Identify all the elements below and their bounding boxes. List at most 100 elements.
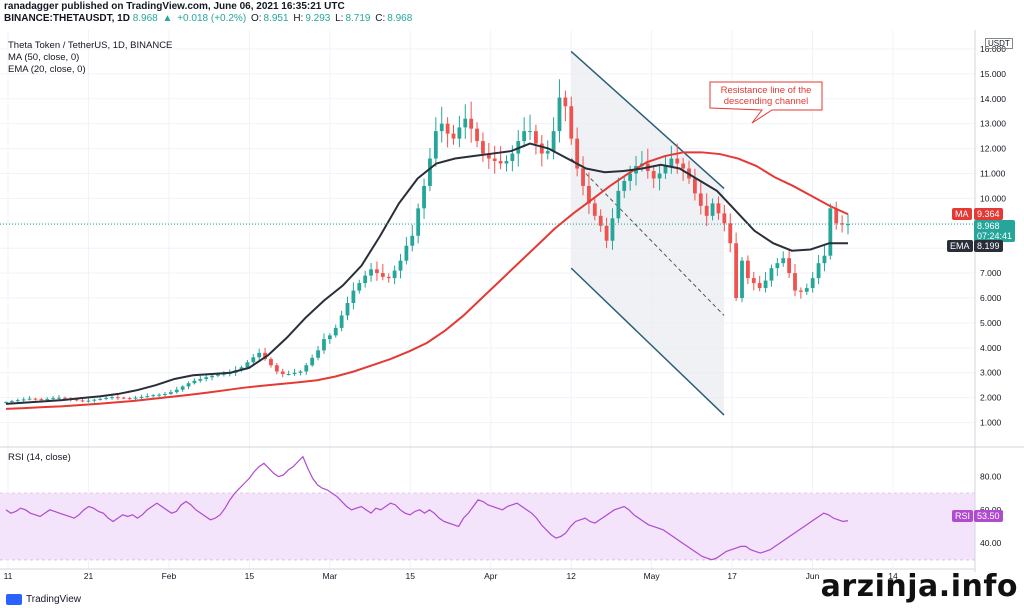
legend-ma[interactable]: MA (50, close, 0) xyxy=(8,52,80,63)
open-value: 8.951 xyxy=(263,13,289,24)
candle-body xyxy=(804,288,809,292)
candle-body xyxy=(451,133,456,139)
candle-body xyxy=(33,398,38,400)
candle-body xyxy=(357,283,362,291)
candle-body xyxy=(274,365,279,372)
candle-body xyxy=(386,276,391,279)
candle-body xyxy=(510,153,515,162)
candle-body xyxy=(62,397,67,399)
price-tick-label: 2.000 xyxy=(980,393,1002,403)
candle-body xyxy=(74,399,79,401)
price-tick-label: 7.000 xyxy=(980,268,1002,278)
candle-body xyxy=(763,280,768,289)
price-tick-label: 3.000 xyxy=(980,368,1002,378)
candle-body xyxy=(51,398,56,400)
candle-body xyxy=(728,223,733,244)
watermark: arzinja.info xyxy=(820,569,1018,604)
candle-body xyxy=(616,190,621,219)
candle-body xyxy=(316,350,320,358)
candle-body xyxy=(787,258,792,274)
candle-body xyxy=(746,260,750,279)
symbol: BINANCE:THETAUSDT, 1D xyxy=(4,13,130,24)
candle-body xyxy=(15,400,20,402)
price-tick-label: 5.000 xyxy=(980,318,1002,328)
candle-body xyxy=(310,357,315,366)
ma-tag-value: 9.364 xyxy=(974,208,1003,220)
candle-body xyxy=(269,359,273,366)
candle-body xyxy=(816,263,821,279)
time-tick-label: 14 xyxy=(888,571,898,581)
price-tick-label: 10.000 xyxy=(980,193,1006,203)
brand-name: TradingView xyxy=(26,594,82,605)
candle-body xyxy=(180,386,185,390)
candle-body xyxy=(710,203,715,216)
candle-body xyxy=(416,208,421,236)
candle-body xyxy=(663,166,668,174)
candle-body xyxy=(657,173,662,179)
candle-body xyxy=(404,245,409,261)
candle-body xyxy=(545,151,550,154)
candle-body xyxy=(622,180,627,191)
candle-body xyxy=(693,178,697,194)
time-tick-label: May xyxy=(644,571,661,581)
candle-body xyxy=(504,161,509,164)
candle-body xyxy=(163,393,167,395)
candle-body xyxy=(9,401,14,403)
candle-body xyxy=(651,170,656,179)
candle-body xyxy=(192,380,197,384)
candle-body xyxy=(198,378,203,381)
candle-body xyxy=(127,398,132,400)
channel-lines xyxy=(570,50,725,416)
legend-ema[interactable]: EMA (20, close, 0) xyxy=(8,64,86,75)
candle-body xyxy=(587,185,591,204)
candle-body xyxy=(410,235,415,246)
candle-body xyxy=(186,383,191,387)
candle-body xyxy=(86,400,91,402)
candle-body xyxy=(369,269,373,276)
candle-body xyxy=(263,352,267,360)
candle-body xyxy=(98,398,103,400)
candle-body xyxy=(157,394,161,396)
rsi-line xyxy=(5,455,849,561)
channel-lower-line xyxy=(570,267,725,416)
time-tick-label: Mar xyxy=(322,571,337,581)
candle-body xyxy=(581,168,585,186)
legend-rsi[interactable]: RSI (14, close) xyxy=(8,452,71,463)
candle-body xyxy=(475,128,479,142)
last-price-tag: 8.968 07:24:41 xyxy=(974,220,1016,242)
tradingview-logo[interactable]: TradingView xyxy=(6,594,81,605)
time-tick-label: 11 xyxy=(4,571,13,581)
candle-body xyxy=(216,374,220,376)
candle-body xyxy=(716,203,721,214)
candle-body xyxy=(351,290,356,304)
candle-body xyxy=(204,377,209,379)
legend-title[interactable]: Theta Token / TetherUS, 1D, BINANCE xyxy=(8,40,173,51)
high-value: 9.293 xyxy=(305,13,331,24)
tradingview-icon xyxy=(6,594,22,605)
candle-body xyxy=(539,143,544,154)
candle-body xyxy=(469,118,474,129)
up-arrow-icon: ▲ xyxy=(162,13,173,24)
time-tick-label: Jun xyxy=(806,571,820,581)
candle-body xyxy=(793,273,797,291)
candle-body xyxy=(210,375,214,378)
candle-body xyxy=(569,106,574,139)
currency-label[interactable]: USDT xyxy=(985,38,1013,49)
price-tick-label: 14.000 xyxy=(980,94,1006,104)
candle-body xyxy=(133,397,138,399)
ohlc-line: BINANCE:THETAUSDT, 1D 8.968 ▲ +0.018 (+0… xyxy=(4,13,413,24)
candle-body xyxy=(39,399,44,401)
candle-body xyxy=(534,131,538,144)
candle-body xyxy=(481,141,485,154)
candle-body xyxy=(433,131,438,159)
candle-body xyxy=(428,158,432,186)
candle-body xyxy=(840,223,845,225)
candle-body xyxy=(392,270,397,279)
candle-body xyxy=(4,402,8,404)
candle-body xyxy=(781,258,786,264)
time-tick-label: 15 xyxy=(245,571,255,581)
candle-body xyxy=(486,153,491,159)
candle-body xyxy=(375,269,379,274)
candle-body xyxy=(45,398,50,400)
